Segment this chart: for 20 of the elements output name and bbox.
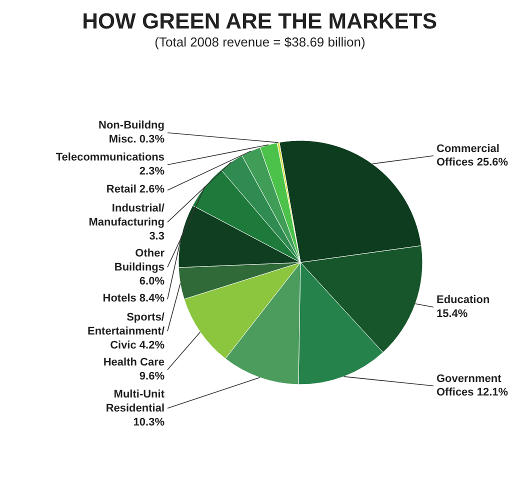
data-label: 3.3 (149, 230, 165, 242)
chart-title: HOW GREEN ARE THE MARKETS (82, 8, 438, 34)
slice-label: Sports/Entertainment/Civic 4.2% (87, 312, 165, 352)
data-label: 10.3% (133, 416, 165, 428)
slice-label: Telecommunications (56, 152, 165, 164)
slice-label: Industrial/Manufacturing (88, 202, 165, 229)
slice-label: Other Buildings (114, 248, 166, 274)
data-label: 2.3% (139, 166, 165, 178)
chart-subtitle: (Total 2008 revenue = $38.69 billion) (154, 34, 366, 50)
data-label: 9.6% (139, 370, 165, 383)
slice-label: Education (436, 294, 490, 306)
slice-label: Hotels 8.4% (102, 292, 165, 305)
slice-label: Government Offices 12.1% (436, 372, 508, 399)
slice-label: Retail 2.6% (106, 184, 165, 196)
slice-label: Health Care (103, 356, 165, 369)
slice-label: Non-Buildng Misc. 0.3% (98, 120, 165, 146)
data-label: 6.0% (139, 275, 165, 288)
data-label: 15.4% (436, 308, 468, 320)
slice-label: Commercial Offices 25.6% (436, 142, 508, 169)
slice-label: Multi-Unit Residential (106, 388, 165, 415)
